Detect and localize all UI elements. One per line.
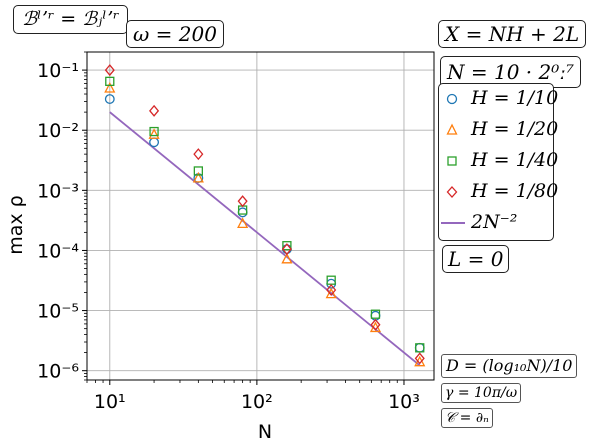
legend-label-h80: H = 1/80 — [471, 180, 559, 202]
circle-data-point — [414, 342, 425, 353]
x-axis-ticks: 10¹ 10² 10³ — [86, 380, 420, 413]
legend-item-h20: H = 1/20 — [439, 115, 558, 147]
square-data-point — [237, 205, 248, 215]
diamond-data-point — [414, 352, 425, 365]
series-diamond — [104, 64, 425, 365]
diamond-data-point — [149, 104, 160, 117]
legend-item-reference: 2N⁻² — [439, 208, 553, 240]
legend-item-h80: H = 1/80 — [439, 177, 558, 209]
square-data-point — [370, 309, 381, 319]
x-tick-label: 10² — [241, 391, 273, 413]
annotation-d-formula-text: D = (log₁₀N)/10 — [446, 356, 573, 375]
y-tick-label: 10⁻⁶ — [37, 361, 79, 383]
diamond-data-point — [193, 148, 204, 161]
x-tick-label: 10¹ — [94, 391, 126, 413]
annotation-d-formula: D = (log₁₀N)/10 — [441, 354, 578, 378]
triangle-data-point — [104, 81, 116, 93]
y-tick-label: 10⁻⁴ — [37, 240, 79, 262]
annotation-gamma-formula-text: γ = 10π/ω — [445, 385, 518, 401]
y-axis-label: max ρ — [5, 195, 27, 255]
circle-data-point — [237, 207, 248, 218]
y-tick-label: 10⁻¹ — [37, 60, 79, 82]
y-tick-label: 10⁻⁵ — [37, 301, 79, 323]
legend-label-reference: 2N⁻² — [471, 211, 518, 233]
square-data-point — [193, 166, 203, 176]
diamond-data-point — [237, 195, 248, 208]
x-axis-label: N — [258, 421, 272, 443]
annotation-top-left: ℬˡʼʳ = ℬⱼˡʼʳ — [13, 5, 129, 34]
series-circle — [104, 94, 425, 353]
triangle-data-point — [192, 171, 204, 183]
square-data-point — [149, 126, 159, 137]
legend: H = 1/10 H = 1/20 H = 1/40 H = 1/80 2N⁻² — [438, 83, 558, 241]
triangle-data-point — [148, 128, 160, 139]
diamond-data-point — [281, 243, 292, 256]
annotation-gamma-formula: γ = 10π/ω — [441, 383, 522, 403]
plot-frame — [86, 51, 435, 381]
annotation-n-formula: N = 10 · 2⁰ː⁷ — [440, 56, 581, 88]
data-points — [104, 64, 426, 367]
circle-data-point — [149, 137, 160, 148]
grid — [87, 52, 434, 380]
legend-label-h20: H = 1/20 — [471, 118, 559, 140]
square-data-point — [282, 241, 292, 251]
reference-line — [109, 111, 421, 367]
square-data-point — [415, 343, 425, 353]
legend-label-h40: H = 1/40 — [471, 149, 559, 171]
annotation-n-formula-text: N = 10 · 2⁰ː⁷ — [447, 60, 574, 84]
annotation-c-formula: 𝒞 = ∂ₙ — [441, 408, 493, 428]
legend-item-h10: H = 1/10 — [439, 84, 558, 116]
annotation-omega-text: ω = 200 — [133, 22, 217, 46]
circle-data-point — [104, 94, 115, 104]
x-tick-label: 10³ — [388, 391, 420, 413]
annotation-x-formula: X = NH + 2L — [438, 20, 587, 48]
diamond-data-point — [326, 283, 337, 296]
y-tick-label: 10⁻² — [37, 120, 79, 142]
annotation-omega: ω = 200 — [126, 20, 224, 48]
line-marker-icon — [441, 222, 465, 224]
series-triangle — [104, 81, 426, 367]
annotation-top-left-text: ℬˡʼʳ = ℬⱼˡʼʳ — [22, 8, 120, 30]
triangle-data-point — [281, 252, 293, 264]
y-axis-ticks: 10⁻¹ 10⁻² 10⁻³ 10⁻⁴ 10⁻⁵ 10⁻⁶ — [37, 51, 87, 383]
triangle-marker-icon — [446, 123, 458, 135]
legend-item-h40: H = 1/40 — [439, 146, 558, 178]
diamond-data-point — [104, 64, 115, 77]
reference-line-group — [109, 111, 421, 367]
square-data-point — [105, 76, 115, 86]
diamond-data-point — [370, 318, 381, 331]
annotation-l-value: L = 0 — [442, 245, 510, 273]
y-tick-label: 10⁻³ — [37, 180, 79, 202]
annotation-c-formula-text: 𝒞 = ∂ₙ — [445, 410, 489, 426]
diamond-marker-icon — [446, 186, 458, 198]
square-marker-icon — [447, 156, 457, 166]
annotation-l-value-text: L = 0 — [448, 247, 504, 271]
triangle-data-point — [237, 217, 249, 229]
annotation-x-formula-text: X = NH + 2L — [445, 22, 580, 46]
circle-marker-icon — [446, 93, 458, 105]
legend-label-h10: H = 1/10 — [471, 87, 559, 109]
